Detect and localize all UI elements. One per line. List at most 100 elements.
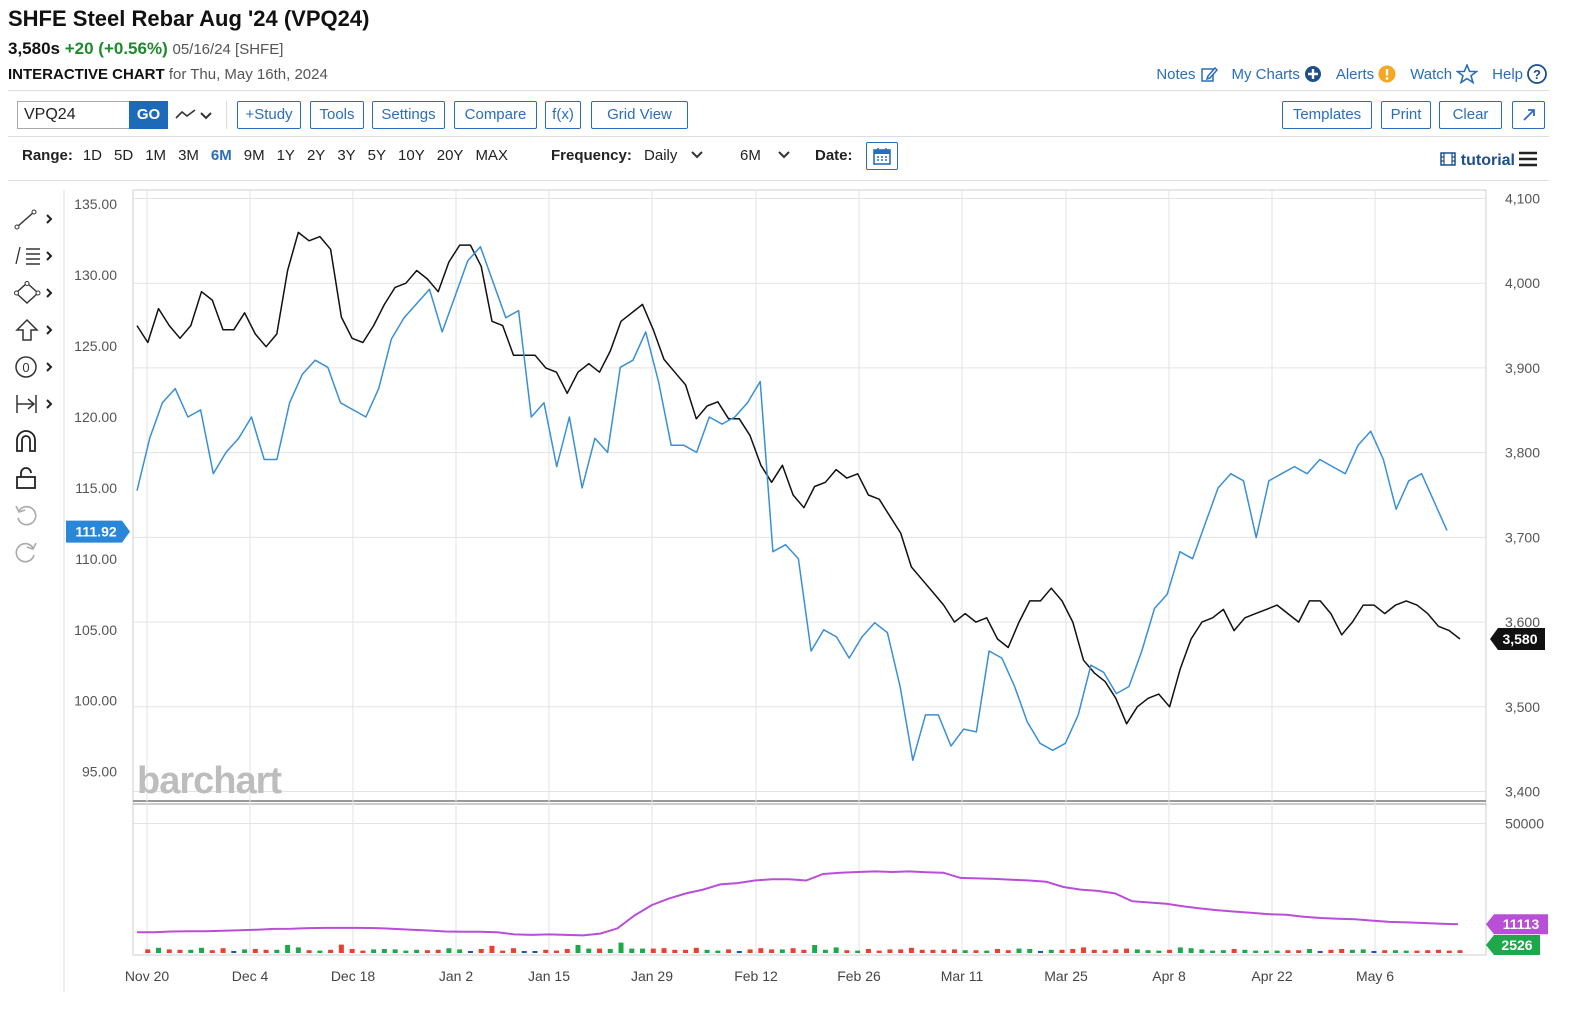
arrow-up-icon[interactable] [14, 318, 58, 342]
range-2y[interactable]: 2Y [306, 147, 326, 164]
volume-bar [607, 949, 613, 953]
period-select[interactable]: 6M [740, 147, 791, 164]
volume-bar [1242, 949, 1248, 953]
range-3y[interactable]: 3Y [337, 147, 356, 164]
volume-bar [252, 949, 258, 953]
badge-shape [66, 520, 130, 543]
star-icon [1456, 64, 1479, 84]
trend-line-icon[interactable] [14, 207, 58, 231]
alerts-link[interactable]: Alerts [1336, 65, 1396, 83]
volume-bar [263, 949, 269, 953]
volume-bar [1016, 948, 1022, 953]
lock-icon[interactable] [14, 466, 58, 490]
volume-bar [564, 949, 570, 953]
tools-button[interactable]: Tools [310, 101, 364, 129]
open-interest-line [137, 870, 1459, 937]
volume-label: 2526 [1501, 937, 1532, 953]
settings-button[interactable]: Settings [372, 101, 445, 129]
range-1m[interactable]: 1M [145, 147, 167, 164]
range-5y[interactable]: 5Y [367, 147, 387, 164]
volume-bar [478, 949, 484, 953]
volume-bar [865, 949, 871, 953]
volume-bar [1339, 949, 1345, 953]
right-tick-label: 3,900 [1505, 360, 1540, 376]
volume-bar [844, 950, 850, 953]
lower-panel [137, 870, 1463, 953]
volume-bar [1134, 949, 1140, 953]
volume-bar [1059, 949, 1065, 953]
measure-icon[interactable] [14, 392, 58, 416]
print-button[interactable]: Print [1381, 101, 1431, 129]
volume-bar [1124, 948, 1130, 953]
volume-bar [876, 950, 882, 953]
range-9m[interactable]: 9M [243, 147, 265, 164]
shapes-icon[interactable] [14, 281, 58, 305]
volume-bar [1414, 950, 1420, 953]
volume-bar [887, 949, 893, 953]
volume-bar [521, 951, 527, 953]
volume-bar [822, 949, 828, 953]
compare-button[interactable]: Compare [454, 101, 537, 129]
range-max[interactable]: MAX [475, 147, 508, 164]
volume-bar [177, 949, 183, 953]
help-link[interactable]: Help ? [1492, 64, 1547, 84]
volume-bar [769, 949, 775, 953]
hamburger-icon [1519, 151, 1537, 167]
volume-bar [994, 949, 1000, 953]
calendar-icon [873, 148, 891, 165]
my-charts-link[interactable]: My Charts [1232, 65, 1322, 83]
x-tick-label: Feb 26 [837, 968, 881, 984]
volume-bar [833, 947, 839, 953]
fullscreen-button[interactable] [1512, 101, 1545, 129]
volume-bar [1091, 949, 1097, 953]
right-tick-label: 3,400 [1505, 784, 1540, 800]
chart-type-dropdown[interactable] [173, 105, 215, 130]
compare-value-label: 111.92 [75, 524, 116, 540]
x-tick-label: Mar 11 [941, 968, 984, 984]
fibonacci-icon[interactable] [14, 244, 58, 268]
frequency-select[interactable]: Frequency: Daily [551, 147, 704, 164]
range-5d[interactable]: 5D [114, 147, 134, 164]
watch-link[interactable]: Watch [1410, 64, 1479, 84]
range-1d[interactable]: 1D [82, 147, 103, 164]
undo-icon[interactable] [14, 503, 58, 527]
notes-link[interactable]: Notes [1156, 65, 1218, 83]
badge-shape [1490, 628, 1545, 651]
grid-view-button[interactable]: Grid View [591, 101, 688, 129]
alerts-label: Alerts [1335, 65, 1375, 83]
volume-bar [349, 949, 355, 953]
period-value: 6M [740, 147, 761, 164]
templates-button[interactable]: Templates [1282, 101, 1372, 129]
volume-bar [1188, 948, 1194, 953]
volume-bar [553, 950, 559, 953]
x-tick-label: Dec 18 [331, 968, 376, 984]
counter-icon[interactable]: 0 [14, 355, 58, 379]
notes-label: Notes [1156, 65, 1196, 83]
right-tick-label: 4,000 [1505, 275, 1540, 291]
line-chart-icon [175, 109, 212, 120]
chart-lines [136, 231, 1461, 762]
x-tick-label: Apr 22 [1251, 968, 1292, 984]
range-10y[interactable]: 10Y [398, 147, 425, 164]
left-tick-label: 125.00 [74, 338, 117, 354]
volume-bar [941, 949, 947, 953]
go-button[interactable]: GO [129, 101, 168, 129]
date-picker-button[interactable] [866, 142, 898, 170]
redo-icon[interactable] [14, 540, 58, 564]
volume-bar [199, 947, 205, 953]
chart-subtitle: INTERACTIVE CHART for Thu, May 16th, 202… [8, 66, 328, 83]
range-1y[interactable]: 1Y [276, 147, 295, 164]
divider [8, 180, 1549, 181]
range-3m[interactable]: 3M [178, 147, 199, 164]
study-button[interactable]: +Study [237, 101, 301, 129]
range-20y[interactable]: 20Y [436, 147, 464, 164]
volume-bar [973, 950, 979, 953]
left-tick-label: 130.00 [74, 267, 117, 283]
fx-button[interactable]: f(x) [545, 101, 581, 129]
range-6m[interactable]: 6M [210, 147, 232, 164]
tutorial-link[interactable]: tutorial [1440, 152, 1515, 170]
clear-button[interactable]: Clear [1439, 101, 1502, 129]
menu-button[interactable] [1518, 150, 1538, 173]
magnet-icon[interactable] [14, 429, 58, 453]
